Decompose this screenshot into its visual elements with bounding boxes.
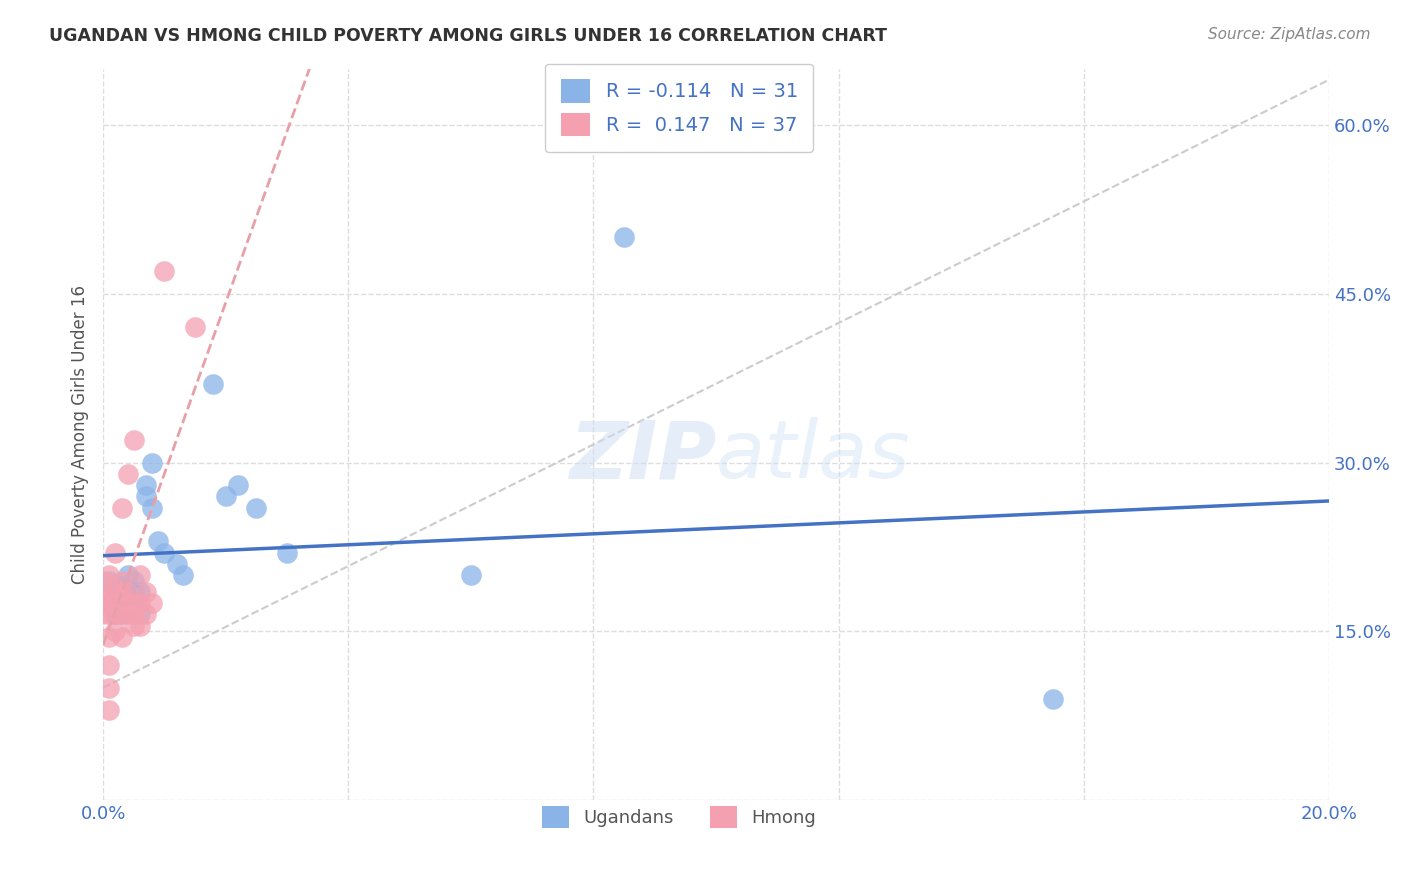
- Point: [98, 596, 121, 610]
- Text: Source: ZipAtlas.com: Source: ZipAtlas.com: [1208, 27, 1371, 42]
- Point: [141, 596, 163, 610]
- Point: [276, 545, 298, 559]
- Point: [135, 585, 157, 599]
- Legend: Ugandans, Hmong: Ugandans, Hmong: [534, 798, 824, 835]
- Point: [1042, 692, 1064, 706]
- Text: atlas: atlas: [716, 417, 911, 495]
- Point: [104, 624, 127, 639]
- Point: [117, 585, 139, 599]
- Point: [98, 681, 121, 695]
- Point: [110, 607, 132, 622]
- Point: [104, 585, 127, 599]
- Point: [110, 579, 132, 593]
- Point: [245, 500, 267, 515]
- Point: [98, 568, 121, 582]
- Point: [98, 703, 121, 717]
- Point: [98, 607, 121, 622]
- Point: [122, 596, 145, 610]
- Point: [110, 500, 132, 515]
- Point: [104, 607, 127, 622]
- Point: [91, 596, 114, 610]
- Point: [98, 658, 121, 673]
- Point: [202, 376, 225, 391]
- Point: [117, 596, 139, 610]
- Point: [91, 574, 114, 588]
- Point: [117, 607, 139, 622]
- Point: [110, 607, 132, 622]
- Point: [122, 596, 145, 610]
- Point: [613, 230, 636, 244]
- Point: [135, 489, 157, 503]
- Point: [117, 568, 139, 582]
- Point: [122, 433, 145, 447]
- Point: [153, 264, 176, 278]
- Point: [91, 585, 114, 599]
- Point: [117, 596, 139, 610]
- Point: [129, 585, 152, 599]
- Point: [166, 557, 188, 571]
- Point: [129, 568, 152, 582]
- Point: [104, 585, 127, 599]
- Point: [91, 607, 114, 622]
- Point: [104, 607, 127, 622]
- Text: ZIP: ZIP: [568, 417, 716, 495]
- Point: [104, 545, 127, 559]
- Point: [129, 596, 152, 610]
- Point: [122, 574, 145, 588]
- Point: [129, 618, 152, 632]
- Point: [98, 630, 121, 644]
- Point: [110, 630, 132, 644]
- Point: [141, 456, 163, 470]
- Point: [129, 607, 152, 622]
- Point: [98, 574, 121, 588]
- Point: [98, 591, 121, 605]
- Point: [122, 585, 145, 599]
- Point: [226, 478, 249, 492]
- Point: [172, 568, 194, 582]
- Point: [122, 607, 145, 622]
- Point: [135, 607, 157, 622]
- Point: [141, 500, 163, 515]
- Point: [110, 585, 132, 599]
- Point: [460, 568, 482, 582]
- Point: [148, 534, 170, 549]
- Point: [215, 489, 238, 503]
- Point: [184, 320, 207, 334]
- Point: [135, 478, 157, 492]
- Text: UGANDAN VS HMONG CHILD POVERTY AMONG GIRLS UNDER 16 CORRELATION CHART: UGANDAN VS HMONG CHILD POVERTY AMONG GIR…: [49, 27, 887, 45]
- Point: [104, 596, 127, 610]
- Point: [153, 545, 176, 559]
- Point: [104, 596, 127, 610]
- Point: [122, 618, 145, 632]
- Y-axis label: Child Poverty Among Girls Under 16: Child Poverty Among Girls Under 16: [72, 285, 89, 584]
- Point: [110, 574, 132, 588]
- Point: [110, 596, 132, 610]
- Point: [117, 467, 139, 481]
